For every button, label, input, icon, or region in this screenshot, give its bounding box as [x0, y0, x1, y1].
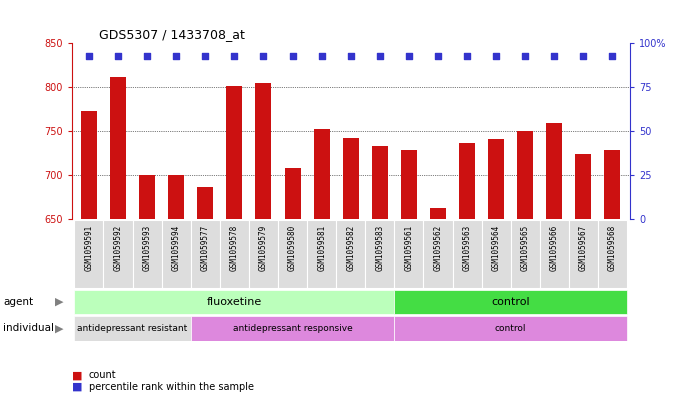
Text: GSM1059581: GSM1059581	[317, 225, 326, 272]
Text: percentile rank within the sample: percentile rank within the sample	[89, 382, 253, 392]
Text: antidepressant resistant: antidepressant resistant	[78, 324, 188, 333]
Text: GSM1059580: GSM1059580	[288, 225, 297, 272]
Text: GSM1059591: GSM1059591	[84, 225, 93, 272]
Bar	[139, 175, 155, 219]
Bar	[518, 131, 533, 219]
Bar	[336, 220, 365, 288]
Point	[462, 53, 473, 60]
Bar	[133, 220, 161, 288]
Bar	[255, 83, 272, 219]
Point	[549, 53, 560, 60]
Text: count: count	[89, 370, 116, 380]
Bar	[511, 220, 540, 288]
Bar	[394, 220, 424, 288]
Bar	[540, 220, 569, 288]
Point	[200, 53, 210, 60]
Bar	[104, 220, 133, 288]
Text: fluoxetine: fluoxetine	[207, 297, 262, 307]
Point	[345, 53, 356, 60]
Bar	[191, 316, 394, 341]
Bar	[372, 146, 387, 219]
Text: control: control	[495, 324, 526, 333]
Text: GSM1059578: GSM1059578	[230, 225, 239, 272]
Text: ■: ■	[72, 370, 82, 380]
Text: ▶: ▶	[55, 323, 63, 333]
Bar	[285, 168, 300, 219]
Text: GSM1059592: GSM1059592	[114, 225, 123, 272]
Text: GSM1059577: GSM1059577	[201, 225, 210, 272]
Text: GSM1059567: GSM1059567	[579, 225, 588, 272]
Text: GSM1059579: GSM1059579	[259, 225, 268, 272]
Bar	[249, 220, 278, 288]
Text: GDS5307 / 1433708_at: GDS5307 / 1433708_at	[99, 28, 245, 40]
Bar	[168, 175, 184, 219]
Point	[229, 53, 240, 60]
Bar	[278, 220, 307, 288]
Bar	[81, 111, 97, 219]
Text: agent: agent	[3, 297, 33, 307]
Point	[258, 53, 269, 60]
Point	[607, 53, 618, 60]
Text: GSM1059568: GSM1059568	[608, 225, 617, 272]
Text: GSM1059563: GSM1059563	[462, 225, 471, 272]
Bar	[226, 86, 242, 219]
Point	[112, 53, 123, 60]
Bar	[394, 316, 627, 341]
Point	[491, 53, 502, 60]
Bar	[430, 208, 446, 219]
Text: GSM1059562: GSM1059562	[434, 225, 443, 272]
Bar	[110, 77, 126, 219]
Bar	[488, 139, 504, 219]
Bar	[424, 220, 452, 288]
Text: GSM1059561: GSM1059561	[405, 225, 413, 272]
Point	[432, 53, 443, 60]
Bar	[74, 316, 191, 341]
Bar	[546, 123, 563, 219]
Text: GSM1059593: GSM1059593	[142, 225, 152, 272]
Bar	[197, 187, 213, 219]
Text: GSM1059583: GSM1059583	[375, 225, 384, 272]
Bar	[598, 220, 627, 288]
Text: GSM1059582: GSM1059582	[346, 225, 355, 272]
Point	[171, 53, 182, 60]
Text: individual: individual	[3, 323, 54, 333]
Bar	[365, 220, 394, 288]
Text: ▶: ▶	[55, 297, 63, 307]
Bar	[307, 220, 336, 288]
Bar	[401, 149, 417, 219]
Bar	[481, 220, 511, 288]
Bar	[74, 290, 394, 314]
Point	[287, 53, 298, 60]
Bar	[191, 220, 220, 288]
Bar	[314, 129, 330, 219]
Bar	[220, 220, 249, 288]
Point	[375, 53, 385, 60]
Point	[316, 53, 327, 60]
Text: ■: ■	[72, 382, 82, 392]
Text: GSM1059566: GSM1059566	[550, 225, 559, 272]
Point	[578, 53, 589, 60]
Bar	[575, 154, 591, 219]
Point	[403, 53, 414, 60]
Text: GSM1059564: GSM1059564	[492, 225, 501, 272]
Bar	[343, 138, 359, 219]
Bar	[394, 290, 627, 314]
Point	[520, 53, 530, 60]
Bar	[459, 143, 475, 219]
Point	[84, 53, 95, 60]
Text: GSM1059565: GSM1059565	[521, 225, 530, 272]
Point	[142, 53, 153, 60]
Bar	[605, 149, 620, 219]
Text: control: control	[492, 297, 530, 307]
Bar	[74, 220, 104, 288]
Text: GSM1059594: GSM1059594	[172, 225, 180, 272]
Bar	[161, 220, 191, 288]
Bar	[569, 220, 598, 288]
Bar	[452, 220, 481, 288]
Text: antidepressant responsive: antidepressant responsive	[233, 324, 353, 333]
